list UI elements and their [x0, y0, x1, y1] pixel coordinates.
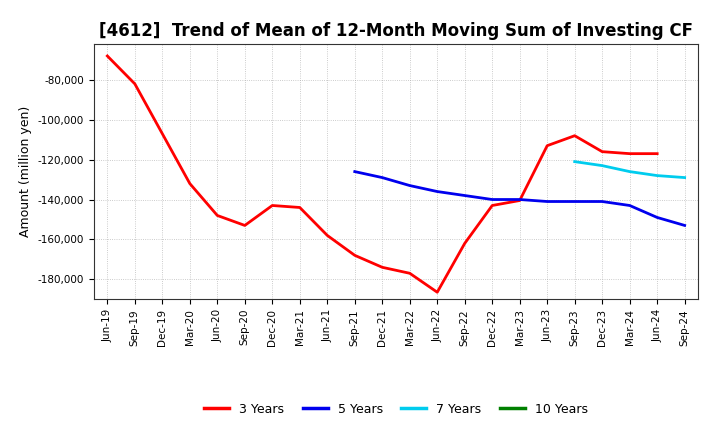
Title: [4612]  Trend of Mean of 12-Month Moving Sum of Investing CF: [4612] Trend of Mean of 12-Month Moving …	[99, 22, 693, 40]
Legend: 3 Years, 5 Years, 7 Years, 10 Years: 3 Years, 5 Years, 7 Years, 10 Years	[199, 398, 593, 421]
Y-axis label: Amount (million yen): Amount (million yen)	[19, 106, 32, 237]
